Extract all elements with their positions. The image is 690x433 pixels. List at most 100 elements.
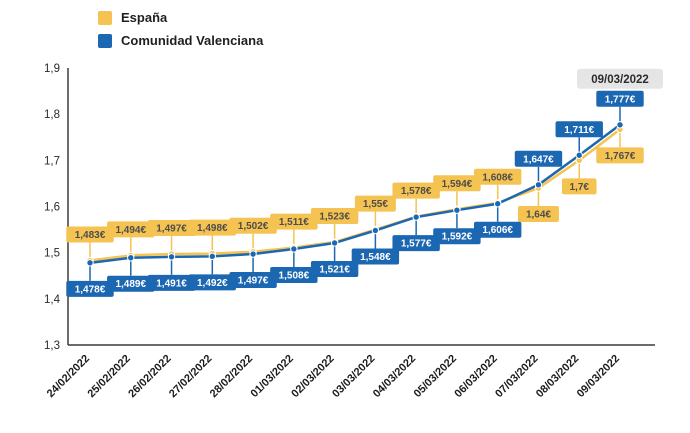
data-label: 1,7€ <box>569 182 589 193</box>
data-label-box <box>229 217 277 234</box>
data-point[interactable] <box>249 250 257 258</box>
data-label-box <box>107 221 155 238</box>
data-label-box <box>596 147 644 164</box>
comunidad-valenciana-swatch <box>98 33 112 48</box>
y-tick-label: 1,4 <box>44 294 61 306</box>
data-label-box <box>517 206 559 223</box>
data-point[interactable] <box>412 213 420 221</box>
y-tick-label: 1,5 <box>44 248 60 260</box>
data-label-box <box>147 220 196 237</box>
series-line-1 <box>88 123 622 265</box>
data-label: 1,577€ <box>401 239 432 250</box>
data-label-box <box>310 260 359 277</box>
data-label: 1,483€ <box>75 230 106 241</box>
data-label: 1,511€ <box>279 217 309 228</box>
data-point[interactable] <box>534 181 543 189</box>
data-label-box <box>433 175 481 192</box>
x-tick-label: 01/03/2022 <box>249 353 296 400</box>
data-label-box <box>270 266 318 283</box>
data-label-box <box>270 213 318 230</box>
date-annotation-label: 09/03/2022 <box>591 74 649 86</box>
x-tick-label: 07/03/2022 <box>493 353 540 400</box>
data-label: 1,711€ <box>564 125 594 136</box>
x-tick-label: 26/02/2022 <box>126 353 173 400</box>
data-label: 1,594€ <box>442 179 473 190</box>
data-point[interactable] <box>616 121 624 129</box>
x-tick-label: 09/03/2022 <box>575 353 622 400</box>
data-point[interactable] <box>371 226 380 235</box>
series-line-0 <box>88 128 622 262</box>
data-label-box <box>561 178 597 195</box>
data-label-box <box>107 275 155 292</box>
data-point[interactable] <box>330 239 339 247</box>
x-tick-label: 25/02/2022 <box>85 353 132 400</box>
y-tick-label: 1,8 <box>44 109 60 121</box>
data-label: 1,489€ <box>115 279 146 290</box>
y-tick-label: 1,3 <box>44 340 60 352</box>
data-label: 1,64€ <box>526 210 551 221</box>
legend-label-comunidad-valenciana: Comunidad Valenciana <box>121 33 264 48</box>
date-annotation-box <box>577 68 663 89</box>
data-label-box <box>66 280 114 297</box>
legend-label-espana: España <box>121 10 168 25</box>
x-tick-label: 04/03/2022 <box>371 353 418 400</box>
data-label: 1,606€ <box>482 225 513 236</box>
data-label: 1,767€ <box>605 151 636 162</box>
data-point[interactable] <box>167 253 176 261</box>
data-label: 1,502€ <box>238 221 269 232</box>
data-label-box <box>229 272 277 289</box>
data-label: 1,777€ <box>605 94 636 105</box>
data-point[interactable] <box>453 206 461 214</box>
data-label: 1,497€ <box>238 276 269 287</box>
data-label-box <box>473 221 522 238</box>
data-label: 1,491€ <box>156 278 187 289</box>
data-point[interactable] <box>290 245 298 253</box>
data-label-box <box>354 195 396 212</box>
y-tick-label: 1,9 <box>44 63 60 75</box>
data-label: 1,548€ <box>360 252 391 263</box>
data-label: 1,521€ <box>319 264 350 275</box>
data-label: 1,592€ <box>442 232 473 243</box>
x-tick-label: 27/02/2022 <box>167 353 214 400</box>
data-label-box <box>514 150 563 167</box>
data-label: 1,492€ <box>197 278 228 289</box>
data-label-box <box>147 274 196 291</box>
data-label-box <box>66 226 114 243</box>
y-tick-label: 1,7 <box>44 155 60 167</box>
data-label: 1,608€ <box>482 172 513 183</box>
legend: España Comunidad Valenciana <box>98 10 263 48</box>
data-label-box <box>392 182 440 199</box>
data-label: 1,478€ <box>75 284 106 295</box>
data-label: 1,578€ <box>401 186 432 197</box>
data-label-box <box>473 168 522 185</box>
data-point[interactable] <box>493 200 502 208</box>
data-label-box <box>392 235 440 252</box>
x-tick-label: 02/03/2022 <box>289 353 336 400</box>
data-label-box <box>433 228 481 245</box>
x-tick-label: 03/03/2022 <box>330 353 377 400</box>
data-label-box <box>188 274 237 291</box>
espana-swatch <box>98 10 112 25</box>
data-label: 1,523€ <box>319 212 350 223</box>
data-label-box <box>596 90 644 107</box>
data-label-box <box>188 219 237 236</box>
y-tick-label: 1,6 <box>44 202 60 214</box>
data-label: 1,498€ <box>197 223 228 234</box>
data-label: 1,497€ <box>156 224 187 235</box>
x-tick-label: 05/03/2022 <box>412 353 459 400</box>
data-label-box <box>351 248 400 265</box>
data-point[interactable] <box>86 259 94 267</box>
legend-item-comunidad-valenciana[interactable]: Comunidad Valenciana <box>98 33 263 48</box>
data-point[interactable] <box>575 151 583 159</box>
x-tick-label: 06/03/2022 <box>452 353 499 400</box>
data-label: 1,647€ <box>523 154 554 165</box>
data-label: 1,55€ <box>363 199 388 210</box>
legend-item-espana[interactable]: España <box>98 10 263 25</box>
x-tick-label: 24/02/2022 <box>45 353 92 400</box>
data-label-box <box>310 208 359 225</box>
data-label: 1,508€ <box>279 270 310 281</box>
data-point[interactable] <box>127 254 135 262</box>
data-point[interactable] <box>208 252 217 261</box>
